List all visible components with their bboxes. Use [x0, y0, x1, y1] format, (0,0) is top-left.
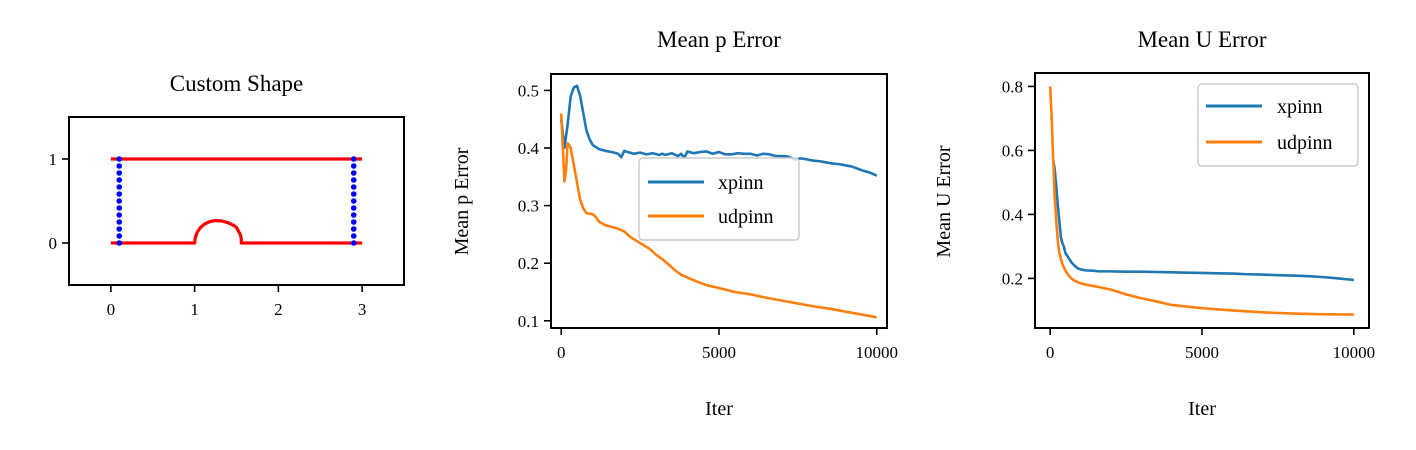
axis-ticks: 0 1 2 3 0 1	[49, 150, 367, 319]
legend-label-xpinn: xpinn	[1277, 96, 1323, 118]
interface-point	[116, 233, 123, 239]
series-line-udpinn	[559, 113, 877, 319]
x-tick-label: 5000	[702, 343, 736, 362]
axes-frame	[68, 116, 405, 286]
y-axis-label: Mean U Error	[933, 145, 955, 258]
legend: xpinn udpinn	[638, 157, 800, 241]
x-tick-label: 1	[190, 300, 199, 319]
y-tick-label: 0.8	[1002, 77, 1023, 96]
interface-point	[116, 219, 123, 225]
interface-point	[350, 219, 357, 225]
y-axis-label: Mean p Error	[451, 147, 473, 255]
interface-point	[116, 163, 123, 169]
x-tick-label: 2	[274, 300, 283, 319]
series-line-xpinn	[1051, 159, 1354, 282]
interface-point	[116, 184, 123, 190]
legend-label-udpinn: udpinn	[1277, 132, 1333, 154]
interface-point	[116, 191, 123, 197]
y-tick-label: 0.1	[518, 312, 539, 331]
interface-point	[116, 156, 123, 162]
interface-point	[350, 184, 357, 190]
x-tick-label: 0	[557, 343, 566, 362]
interface-point	[350, 198, 357, 204]
interface-point	[350, 212, 357, 218]
plot-area	[1048, 86, 1354, 316]
custom-shape-panel: Custom Shape 0 1 2 3 0 1	[49, 71, 405, 319]
y-tick-label: 0.4	[518, 139, 540, 158]
x-tick-label: 0	[1046, 343, 1055, 362]
y-tick-label: 0.2	[1002, 269, 1023, 288]
interface-point	[116, 240, 123, 246]
x-tick-label: 0	[107, 300, 116, 319]
x-axis-label: Iter	[1188, 398, 1216, 420]
chart-title: Mean p Error	[657, 27, 781, 52]
interface-point	[350, 205, 357, 211]
interface-point	[350, 170, 357, 176]
x-tick-label: 10000	[1333, 343, 1376, 362]
y-tick-label: 0	[49, 234, 58, 253]
x-tick-label: 3	[358, 300, 367, 319]
x-axis-label: Iter	[705, 398, 733, 420]
mean-u-error-panel: Mean U Error Iter Mean U Error 0 5000 1000…	[933, 27, 1375, 420]
interface-point	[350, 156, 357, 162]
interface-point	[350, 163, 357, 169]
y-tick-label: 0.3	[518, 197, 539, 216]
x-tick-label: 5000	[1185, 343, 1219, 362]
y-tick-label: 0.2	[518, 254, 539, 273]
interface-point	[116, 170, 123, 176]
interface-point	[116, 205, 123, 211]
axis-ticks: 0 5000 10000 0.1 0.2 0.3 0.4 0.5	[518, 81, 898, 362]
chart-title: Mean U Error	[1137, 27, 1266, 52]
legend: xpinn udpinn	[1197, 83, 1359, 167]
interface-point	[350, 233, 357, 239]
left-interface-points-group	[116, 156, 123, 246]
interface-point	[116, 198, 123, 204]
legend-label-udpinn: udpinn	[718, 206, 774, 228]
axis-ticks: 0 5000 10000 0.2 0.4 0.6 0.8	[1002, 77, 1375, 362]
interface-point	[350, 226, 357, 232]
right-interface-points-group	[350, 156, 357, 246]
series-line-xpinn	[559, 84, 878, 177]
mean-p-error-panel: Mean p Error Iter Mean p Error 0 5000 1000…	[451, 27, 898, 420]
interface-point	[350, 240, 357, 246]
x-tick-label: 10000	[855, 343, 898, 362]
interface-point	[116, 212, 123, 218]
interface-point	[350, 191, 357, 197]
interface-point	[350, 177, 357, 183]
y-tick-label: 0.5	[518, 81, 539, 100]
chart-title: Custom Shape	[170, 71, 304, 96]
interface-point	[116, 226, 123, 232]
plot-area	[559, 84, 878, 319]
plot-area	[110, 156, 363, 246]
interface-point	[116, 177, 123, 183]
legend-label-xpinn: xpinn	[718, 172, 764, 194]
legend-frame	[638, 157, 800, 241]
y-tick-label: 0.6	[1002, 141, 1023, 160]
y-tick-label: 1	[49, 150, 58, 169]
y-tick-label: 0.4	[1002, 205, 1024, 224]
bottom-boundary-with-bump-line	[110, 219, 363, 245]
series-line-udpinn	[1048, 86, 1354, 316]
